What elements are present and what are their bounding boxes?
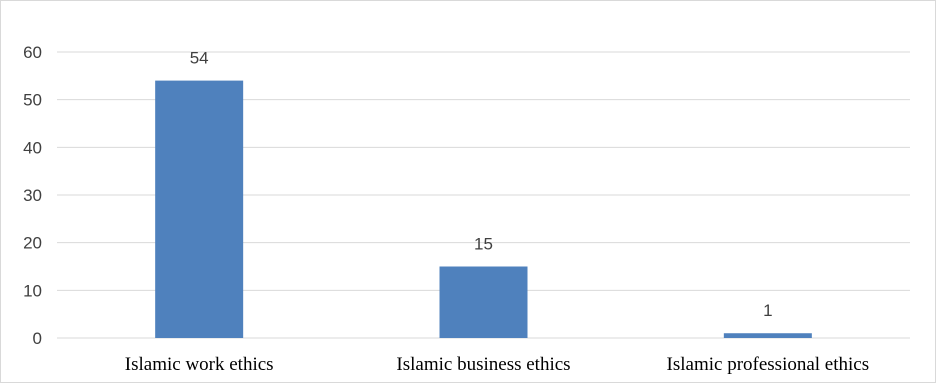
bars <box>155 80 812 338</box>
data-label: 15 <box>474 235 493 254</box>
y-tick-label: 50 <box>23 91 42 110</box>
x-tick-label: Islamic professional ethics <box>667 354 870 375</box>
y-tick-label: 10 <box>23 281 42 300</box>
bar <box>155 80 244 338</box>
y-tick-label: 60 <box>23 43 42 62</box>
y-tick-label: 0 <box>33 329 42 348</box>
bar <box>439 266 528 338</box>
y-tick-label: 30 <box>23 186 42 205</box>
bar <box>723 333 812 338</box>
x-tick-label: Islamic work ethics <box>125 354 274 375</box>
data-labels: 54 15 1 <box>190 49 773 321</box>
x-axis-labels: Islamic work ethics Islamic business ethi… <box>125 354 869 375</box>
y-tick-label: 20 <box>23 234 42 253</box>
x-tick-label: Islamic business ethics <box>396 354 570 375</box>
y-axis-ticks: 0 10 20 30 40 50 60 <box>23 43 42 348</box>
data-label: 1 <box>763 301 772 320</box>
y-tick-label: 40 <box>23 138 42 157</box>
data-label: 54 <box>190 49 209 68</box>
